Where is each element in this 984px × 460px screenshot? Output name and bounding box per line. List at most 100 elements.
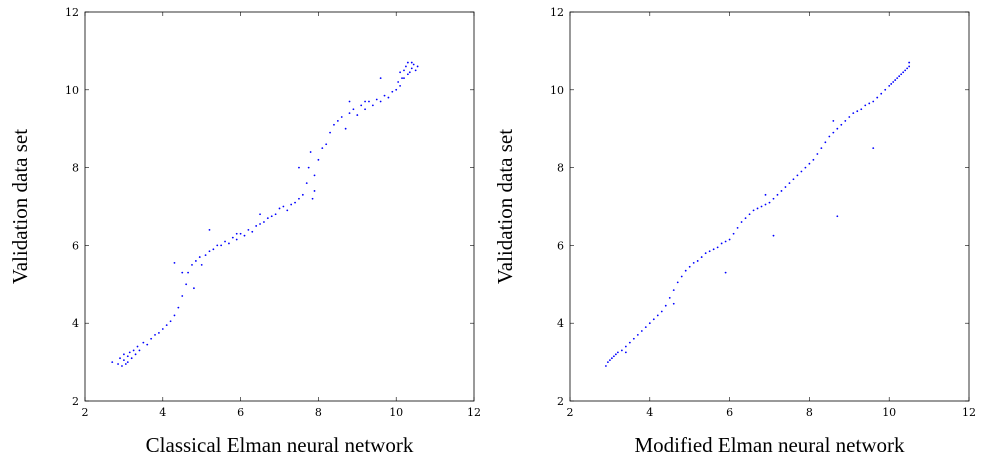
x-tick-label: 6 bbox=[726, 406, 733, 419]
data-point bbox=[368, 100, 370, 103]
y-tick-label: 10 bbox=[550, 84, 564, 97]
data-point bbox=[208, 250, 211, 253]
data-point bbox=[169, 320, 172, 323]
y-tick-label: 10 bbox=[65, 84, 79, 97]
data-point bbox=[401, 77, 403, 80]
data-point bbox=[906, 67, 909, 70]
data-point bbox=[294, 201, 296, 204]
data-point bbox=[204, 254, 207, 257]
data-point bbox=[716, 246, 719, 249]
y-tick-label: 12 bbox=[65, 6, 79, 19]
data-point bbox=[138, 349, 141, 352]
data-point bbox=[664, 304, 667, 307]
data-point bbox=[231, 236, 234, 239]
data-point bbox=[124, 363, 127, 365]
data-point bbox=[360, 104, 363, 107]
data-point bbox=[266, 217, 269, 220]
data-point bbox=[111, 361, 114, 363]
data-point bbox=[640, 330, 643, 332]
data-point bbox=[764, 203, 767, 206]
data-point bbox=[136, 345, 139, 348]
data-point bbox=[336, 120, 339, 122]
data-point bbox=[836, 215, 839, 218]
left-scatter-panel: 2 4 6 8 10 12 2 4 6 8 10 12 Classical Elman neural n… bbox=[8, 6, 481, 457]
data-point bbox=[270, 215, 273, 218]
data-point bbox=[768, 201, 771, 204]
data-point bbox=[784, 186, 787, 188]
data-point bbox=[788, 182, 791, 185]
data-point bbox=[852, 112, 855, 115]
data-point bbox=[410, 67, 413, 70]
data-point bbox=[609, 359, 611, 362]
data-point bbox=[405, 65, 407, 68]
data-point bbox=[832, 120, 835, 122]
data-point bbox=[383, 94, 386, 97]
data-point bbox=[660, 310, 663, 313]
plot-frame bbox=[569, 11, 970, 402]
data-point bbox=[605, 365, 607, 367]
data-point bbox=[412, 63, 415, 66]
data-point bbox=[146, 343, 149, 346]
data-point bbox=[274, 213, 277, 216]
data-point bbox=[676, 281, 679, 284]
data-point bbox=[177, 306, 180, 309]
data-point bbox=[902, 71, 905, 74]
data-point bbox=[414, 69, 417, 72]
data-point bbox=[134, 353, 137, 356]
data-point bbox=[132, 349, 135, 352]
data-point bbox=[614, 353, 617, 356]
data-point bbox=[848, 116, 851, 118]
y-tick-label: 12 bbox=[550, 6, 564, 19]
data-point bbox=[780, 190, 783, 192]
data-point bbox=[828, 135, 831, 138]
data-point bbox=[185, 283, 188, 286]
data-point bbox=[607, 361, 609, 363]
data-point bbox=[298, 166, 300, 169]
data-point bbox=[187, 271, 189, 274]
data-point bbox=[760, 205, 763, 208]
data-point bbox=[836, 127, 839, 130]
data-point bbox=[181, 271, 184, 274]
data-point bbox=[333, 123, 335, 126]
data-point bbox=[130, 357, 133, 360]
data-point bbox=[399, 71, 401, 74]
data-point bbox=[154, 333, 156, 336]
data-point bbox=[259, 223, 261, 225]
data-point bbox=[263, 221, 265, 223]
data-point bbox=[410, 61, 413, 64]
data-point bbox=[688, 265, 691, 268]
data-point bbox=[894, 79, 897, 81]
data-point bbox=[772, 234, 775, 237]
data-point bbox=[808, 162, 811, 165]
data-point bbox=[668, 297, 671, 299]
data-point bbox=[872, 100, 875, 103]
data-point bbox=[311, 197, 314, 200]
data-point bbox=[395, 88, 398, 91]
data-point bbox=[298, 197, 300, 200]
data-point bbox=[150, 337, 153, 340]
data-point bbox=[375, 98, 378, 101]
data-point bbox=[728, 238, 731, 241]
data-point bbox=[856, 110, 859, 113]
data-point bbox=[628, 341, 631, 344]
right-scatter-panel: 2 4 6 8 10 12 2 4 6 8 10 12 Modified Elman neural ne… bbox=[493, 6, 976, 457]
data-point bbox=[820, 147, 823, 150]
data-point bbox=[307, 166, 310, 169]
y-axis-label: Validation data set bbox=[493, 129, 517, 284]
data-point bbox=[391, 90, 394, 93]
data-point bbox=[286, 209, 289, 212]
data-point bbox=[812, 158, 815, 161]
data-point bbox=[228, 242, 230, 245]
data-point bbox=[804, 166, 807, 169]
data-point bbox=[824, 141, 827, 144]
data-point bbox=[900, 73, 903, 76]
x-tick-label: 2 bbox=[82, 406, 89, 419]
data-point bbox=[868, 102, 871, 105]
data-point bbox=[142, 341, 145, 344]
data-point bbox=[892, 81, 895, 83]
x-tick-label: 4 bbox=[646, 406, 653, 419]
data-point bbox=[844, 120, 847, 122]
data-point bbox=[684, 269, 687, 272]
data-point bbox=[416, 65, 419, 68]
y-tick-label: 2 bbox=[72, 395, 79, 408]
